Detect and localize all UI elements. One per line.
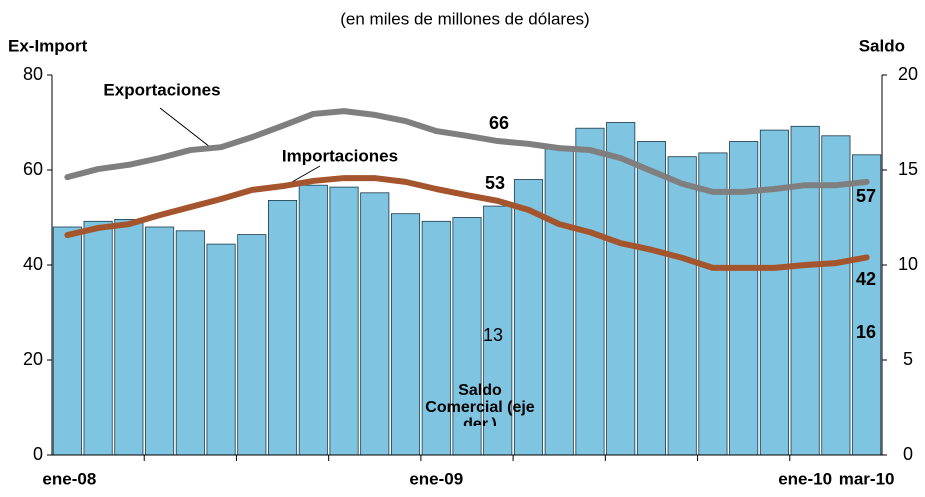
bar bbox=[175, 230, 205, 456]
leader-line bbox=[159, 107, 211, 148]
chart-title: (en miles de millones de dólares) bbox=[340, 9, 589, 28]
y-tick-label: 60 bbox=[23, 159, 43, 179]
bar bbox=[698, 152, 728, 456]
y2-tick-label: 20 bbox=[898, 64, 918, 84]
line-series bbox=[64, 175, 870, 271]
annotation: 42 bbox=[856, 269, 876, 289]
bar bbox=[821, 135, 851, 456]
x-tick-label: ene-09 bbox=[409, 469, 463, 488]
y2-tick-label: 0 bbox=[903, 444, 913, 464]
y-tick-label: 0 bbox=[33, 444, 43, 464]
bar bbox=[575, 127, 605, 456]
bar bbox=[667, 156, 697, 456]
bar bbox=[114, 218, 144, 456]
legend-label: Importaciones bbox=[282, 146, 398, 165]
y-axis-label: Ex-Import bbox=[8, 36, 88, 55]
legend-text: Saldo Comercial (eje der.) bbox=[425, 382, 535, 426]
y-tick-label: 40 bbox=[23, 254, 43, 274]
bar bbox=[759, 129, 789, 456]
bar bbox=[52, 226, 82, 456]
y-tick-label: 80 bbox=[23, 64, 43, 84]
y2-tick-label: 10 bbox=[898, 254, 918, 274]
y-tick-label: 20 bbox=[23, 349, 43, 369]
annotation: 16 bbox=[856, 322, 876, 342]
bar bbox=[483, 205, 513, 456]
y2-tick-label: 5 bbox=[903, 349, 913, 369]
y2-axis-label: Saldo bbox=[859, 36, 905, 55]
x-tick-label: ene-08 bbox=[42, 469, 96, 488]
annotation: 57 bbox=[856, 186, 876, 206]
bar bbox=[606, 122, 636, 456]
bar bbox=[790, 125, 820, 456]
bars bbox=[52, 122, 882, 456]
legend-label: Exportaciones bbox=[103, 80, 220, 99]
legend-label: Saldo Comercial (eje der.) bbox=[425, 382, 535, 426]
y2-tick-label: 15 bbox=[898, 159, 918, 179]
bar bbox=[360, 192, 390, 456]
x-tick-label: mar-10 bbox=[839, 469, 895, 488]
bar bbox=[237, 234, 267, 456]
bar bbox=[145, 226, 175, 456]
bar bbox=[329, 186, 359, 456]
annotation: 13 bbox=[483, 325, 503, 345]
line-series bbox=[64, 108, 870, 195]
bar bbox=[206, 243, 236, 456]
bar bbox=[83, 220, 113, 456]
bar bbox=[421, 220, 451, 456]
bar bbox=[636, 141, 666, 456]
bar bbox=[298, 184, 328, 456]
bar bbox=[852, 154, 882, 456]
bar bbox=[268, 199, 298, 456]
annotation: 53 bbox=[485, 173, 505, 193]
x-tick-label: ene-10 bbox=[778, 469, 832, 488]
bar bbox=[390, 213, 421, 456]
annotation: 66 bbox=[489, 113, 509, 133]
bar bbox=[452, 217, 482, 456]
